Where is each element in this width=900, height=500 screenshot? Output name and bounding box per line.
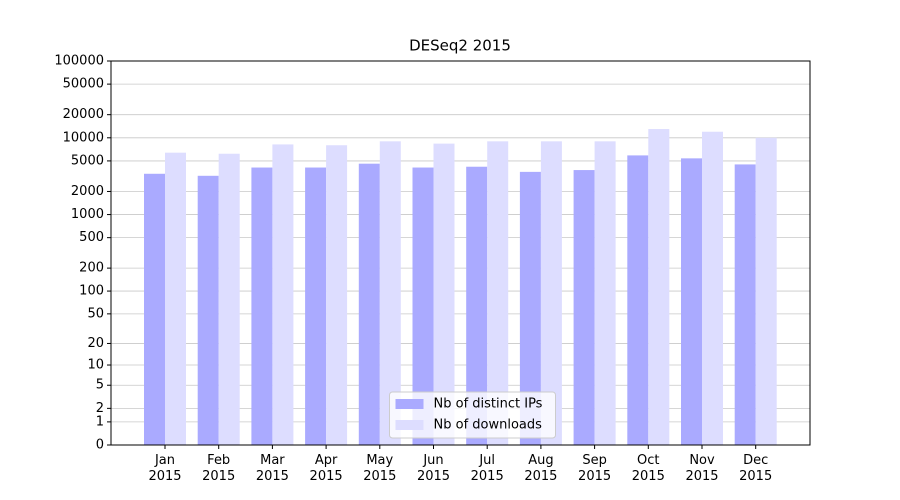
legend-box — [389, 391, 556, 439]
y-tick-label: 5000 — [71, 153, 104, 168]
bar — [540, 141, 562, 445]
bar — [487, 141, 509, 445]
y-tick-label: 1 — [96, 414, 104, 429]
x-tick-label: Jan 2015 — [148, 453, 182, 484]
y-tick-label: 2000 — [71, 184, 104, 199]
y-tick-label: 20000 — [63, 107, 104, 122]
x-tick-label: Nov 2015 — [685, 453, 719, 484]
x-tick-label: Dec 2015 — [739, 453, 773, 484]
bar — [755, 137, 777, 445]
bar — [594, 141, 616, 445]
x-tick-label: Jul 2015 — [470, 453, 504, 484]
x-tick-label: Jun 2015 — [416, 453, 451, 484]
bar — [218, 153, 240, 445]
y-tick-label: 5 — [96, 378, 104, 393]
y-tick-label: 20 — [87, 336, 104, 351]
bar — [573, 170, 595, 445]
legend-swatch — [395, 420, 424, 430]
bar — [251, 167, 273, 445]
y-tick-label: 100 — [79, 284, 104, 299]
bar — [466, 166, 488, 446]
bar — [379, 141, 401, 445]
x-tick-label: Aug 2015 — [524, 453, 558, 484]
y-tick-label: 1000 — [71, 207, 104, 222]
legend: Nb of distinct IPs Nb of downloads — [389, 391, 556, 439]
y-tick-label: 500 — [79, 230, 104, 245]
bar — [433, 143, 455, 446]
bar — [412, 167, 434, 445]
x-tick-label: Oct 2015 — [631, 453, 665, 484]
y-tick-label: 200 — [79, 261, 104, 276]
bar — [627, 155, 649, 445]
bar — [702, 131, 723, 445]
y-tick-label: 50 — [87, 306, 104, 321]
legend-label: Nb of downloads — [434, 418, 543, 433]
legend-swatch — [395, 399, 424, 409]
y-tick-label: 0 — [96, 438, 104, 453]
bar — [272, 144, 294, 445]
x-tick-label: May 2015 — [363, 453, 397, 484]
plot-frame — [110, 60, 811, 446]
bar — [144, 173, 165, 446]
bar — [197, 175, 219, 445]
bar — [648, 129, 670, 445]
y-tick-label: 50000 — [63, 77, 104, 92]
chart-title: DESeq2 2015 — [409, 37, 511, 55]
x-tick-label: Sep 2015 — [578, 453, 612, 484]
bar — [165, 152, 186, 445]
bar — [519, 171, 541, 445]
y-tick-label: 2 — [96, 401, 104, 416]
legend-label: Nb of distinct IPs — [434, 397, 543, 412]
bar — [305, 167, 327, 445]
x-tick-label: Apr 2015 — [309, 453, 343, 484]
bar — [734, 164, 756, 445]
y-tick-label: 10000 — [63, 130, 104, 145]
y-tick-label: 10 — [87, 358, 104, 373]
bar — [681, 158, 702, 445]
bar — [326, 145, 348, 446]
bar — [358, 163, 380, 446]
y-tick-label: 100000 — [54, 54, 104, 69]
x-tick-label: Mar 2015 — [255, 453, 289, 484]
x-tick-label: Feb 2015 — [202, 453, 236, 484]
